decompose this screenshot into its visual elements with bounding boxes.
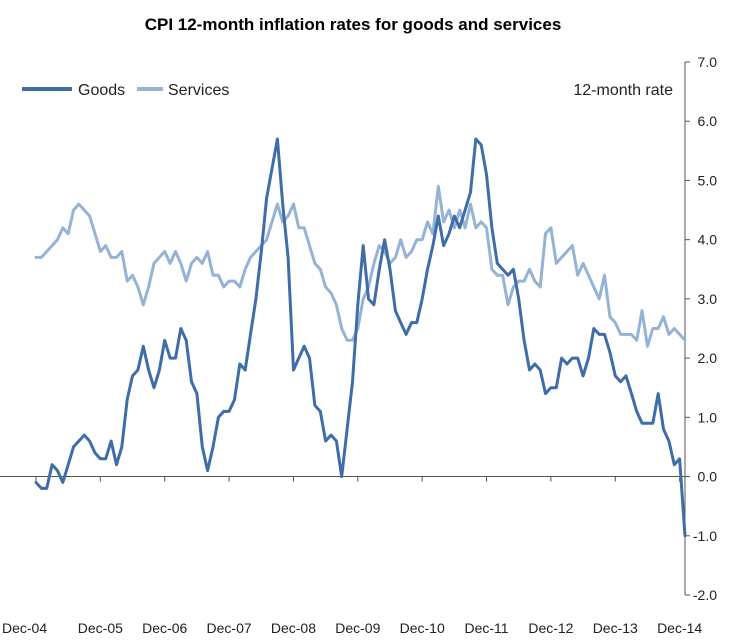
x-tick-label: Dec-14 — [657, 620, 702, 636]
x-tick-label: Dec-06 — [142, 620, 187, 636]
x-tick-label: Dec-12 — [528, 620, 573, 636]
legend-goods-label: Goods — [78, 82, 125, 99]
y-tick-label: 6.0 — [698, 113, 718, 129]
x-tick-label: Dec-13 — [593, 620, 638, 636]
y-tick-label: 2.0 — [698, 350, 718, 366]
axes: 7.0 6.0 5.0 4.0 3.0 2.0 1.0 0.0 -1.0 -2.0 Dec-04 De… — [0, 54, 717, 636]
chart-title: CPI 12-month inflation rates for goods a… — [145, 15, 562, 34]
x-tick-label: Dec-09 — [335, 620, 380, 636]
y-tick-label: -2.0 — [693, 587, 717, 603]
x-tick-label: Dec-11 — [464, 620, 508, 636]
rate-annotation: 12-month rate — [573, 82, 673, 99]
y-tick-label: 4.0 — [698, 232, 718, 248]
legend-services-label: Services — [168, 82, 229, 99]
x-tick-label: Dec-05 — [78, 620, 123, 636]
y-tick-label: 1.0 — [698, 409, 718, 425]
series-line-goods — [34, 137, 687, 538]
x-tick-label: Dec-08 — [271, 620, 316, 636]
y-tick-label: 0.0 — [698, 469, 718, 485]
x-tick-label: Dec-04 — [2, 620, 47, 636]
legend: Goods Services — [22, 82, 229, 99]
y-tick-label: 7.0 — [698, 54, 718, 70]
series-layer — [34, 137, 687, 538]
y-tick-label: -1.0 — [693, 528, 717, 544]
y-tick-label: 5.0 — [698, 172, 718, 188]
y-tick-label: 3.0 — [698, 291, 718, 307]
series-line-services — [34, 184, 687, 348]
x-tick-label: Dec-10 — [400, 620, 445, 636]
x-tick-label: Dec-07 — [207, 620, 252, 636]
